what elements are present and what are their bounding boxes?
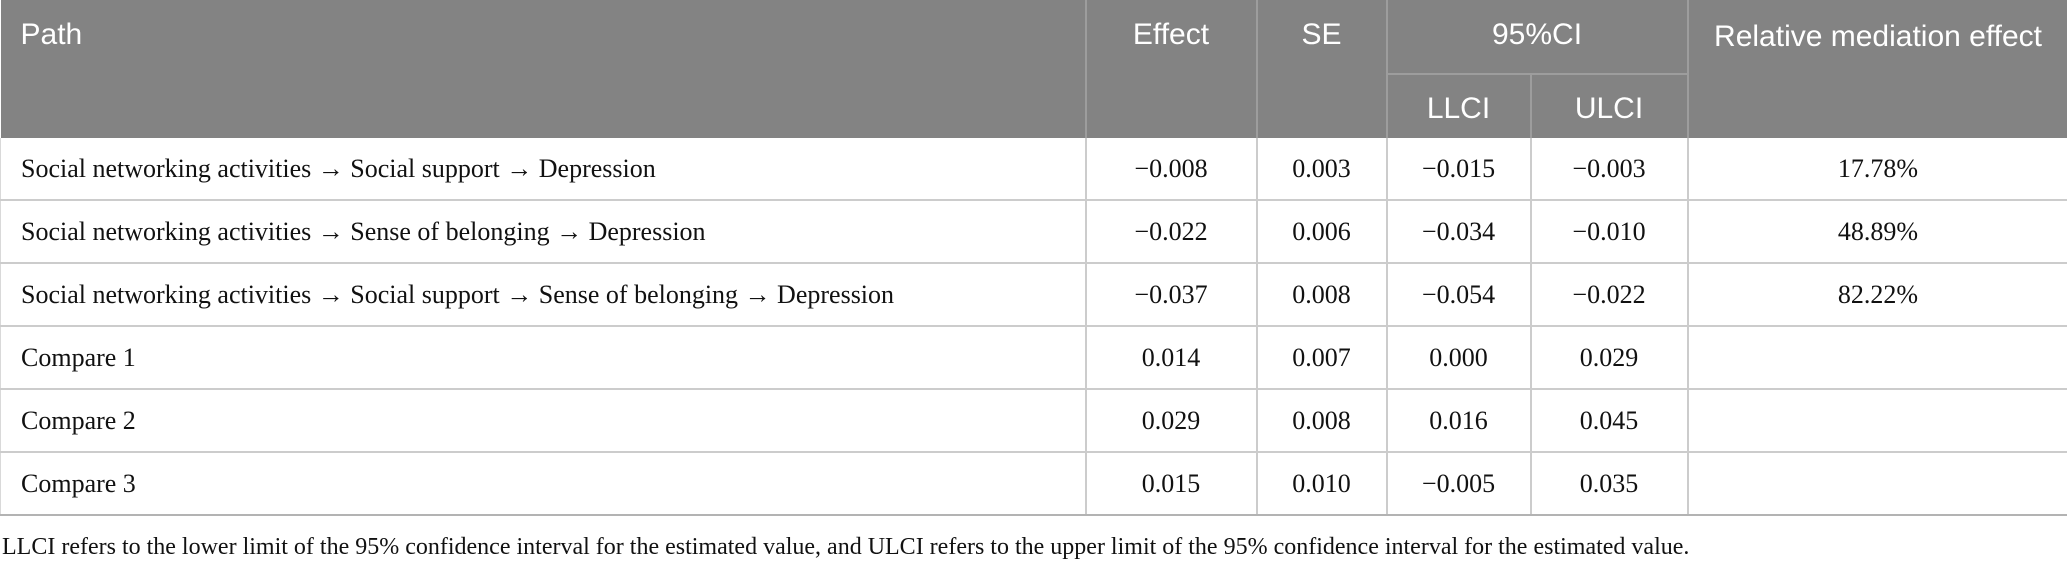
relative-cell: 82.22%: [1686, 263, 2067, 327]
llci-cell: −0.034: [1385, 200, 1531, 264]
llci-cell: −0.005: [1385, 452, 1531, 516]
table-row: Compare 2 0.029 0.008 0.016 0.045: [0, 389, 2067, 453]
se-cell: 0.007: [1255, 326, 1387, 390]
se-cell: 0.008: [1255, 389, 1387, 453]
effect-cell: −0.008: [1084, 138, 1257, 201]
llci-cell: −0.054: [1385, 263, 1531, 327]
ulci-cell: 0.035: [1529, 452, 1688, 516]
se-cell: 0.006: [1255, 200, 1387, 264]
se-cell: 0.003: [1255, 138, 1387, 201]
table-row: Compare 1 0.014 0.007 0.000 0.029: [0, 326, 2067, 390]
llci-cell: 0.016: [1385, 389, 1531, 453]
table-row: Social networking activities → Social su…: [0, 138, 2067, 201]
table-body: Social networking activities → Social su…: [0, 138, 2067, 516]
table-row: Social networking activities → Sense of …: [0, 200, 2067, 264]
column-header-path: Path: [0, 0, 1086, 138]
mediation-effects-table: Path Effect SE 95%CI Relative mediation …: [0, 0, 2067, 516]
column-header-llci: LLCI: [1385, 74, 1531, 138]
path-cell: Social networking activities → Sense of …: [0, 200, 1086, 264]
llci-cell: 0.000: [1385, 326, 1531, 390]
table-row: Social networking activities → Social su…: [0, 263, 2067, 327]
relative-cell: [1686, 452, 2067, 516]
column-header-effect: Effect: [1084, 0, 1257, 138]
llci-cell: −0.015: [1385, 138, 1531, 201]
table-footnote: LLCI refers to the lower limit of the 95…: [2, 534, 1690, 560]
effect-cell: 0.014: [1084, 326, 1257, 390]
column-header-se: SE: [1255, 0, 1387, 138]
path-cell: Social networking activities → Social su…: [0, 138, 1086, 201]
column-header-95ci: 95%CI: [1385, 0, 1688, 75]
relative-cell: 17.78%: [1686, 138, 2067, 201]
effect-cell: 0.015: [1084, 452, 1257, 516]
table-header: Path Effect SE 95%CI Relative mediation …: [0, 0, 2067, 138]
ulci-cell: −0.003: [1529, 138, 1688, 201]
relative-cell: [1686, 326, 2067, 390]
effect-cell: −0.037: [1084, 263, 1257, 327]
path-cell: Compare 3: [0, 452, 1086, 516]
column-header-ulci: ULCI: [1529, 74, 1688, 138]
ulci-cell: 0.029: [1529, 326, 1688, 390]
se-cell: 0.008: [1255, 263, 1387, 327]
relative-cell: [1686, 389, 2067, 453]
ulci-cell: −0.010: [1529, 200, 1688, 264]
effect-cell: 0.029: [1084, 389, 1257, 453]
path-cell: Compare 2: [0, 389, 1086, 453]
effect-cell: −0.022: [1084, 200, 1257, 264]
path-cell: Social networking activities → Social su…: [0, 263, 1086, 327]
table-row: Compare 3 0.015 0.010 −0.005 0.035: [0, 452, 2067, 516]
path-cell: Compare 1: [0, 326, 1086, 390]
ulci-cell: −0.022: [1529, 263, 1688, 327]
se-cell: 0.010: [1255, 452, 1387, 516]
relative-cell: 48.89%: [1686, 200, 2067, 264]
ulci-cell: 0.045: [1529, 389, 1688, 453]
column-header-relative-mediation-effect: Relative mediation effect: [1686, 0, 2067, 138]
